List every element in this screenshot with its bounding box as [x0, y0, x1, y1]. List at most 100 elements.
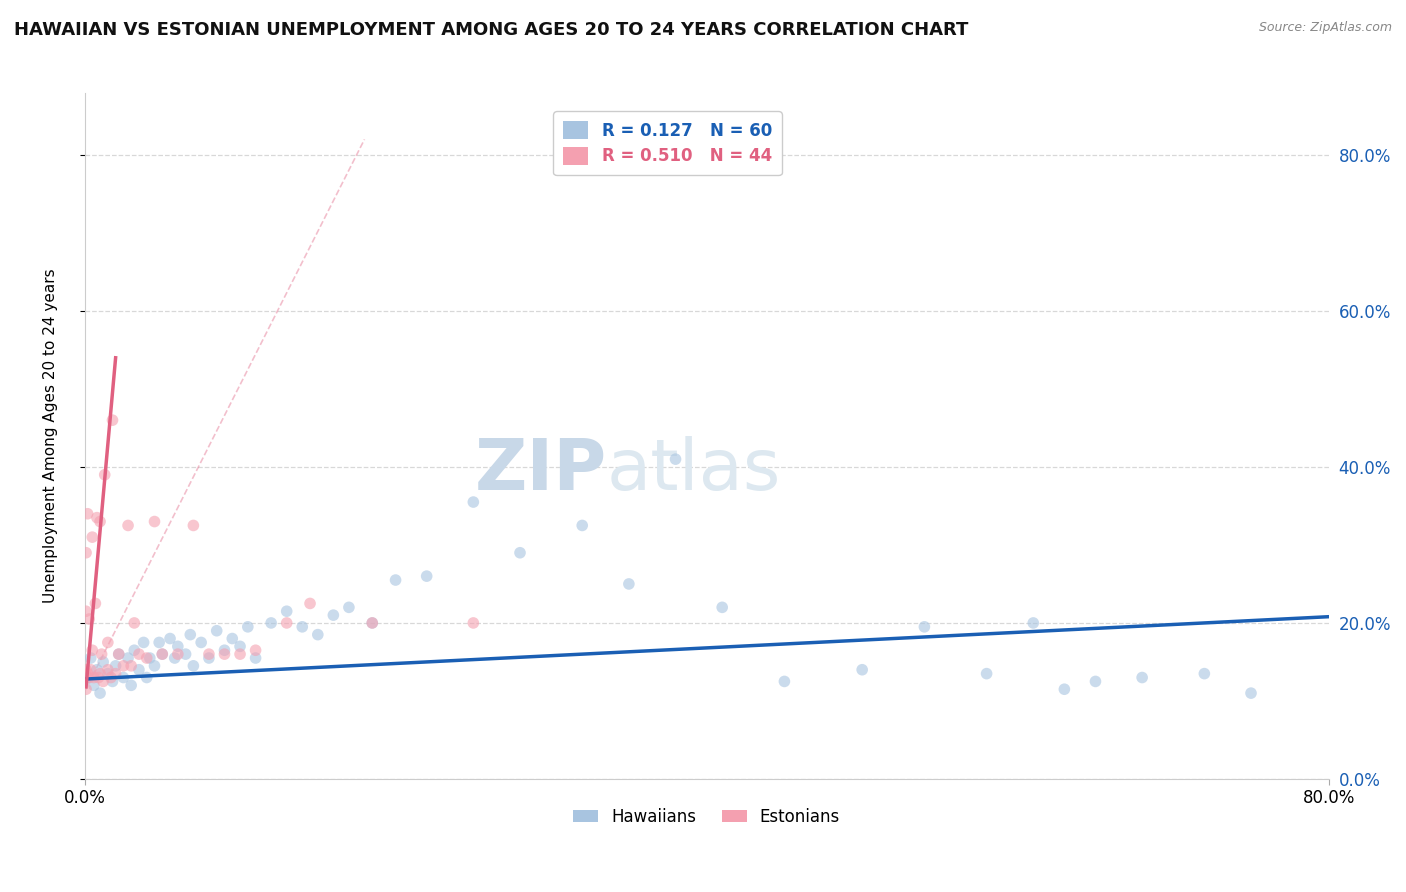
Point: [166, 647, 188, 661]
Text: HAWAIIAN VS ESTONIAN UNEMPLOYMENT AMONG AGES 20 TO 24 YEARS CORRELATION CHART: HAWAIIAN VS ESTONIAN UNEMPLOYMENT AMONG …: [14, 21, 969, 39]
Point: [150, 647, 173, 661]
Point: [163, 651, 186, 665]
Point: [245, 643, 267, 657]
Point: [104, 658, 127, 673]
Point: [75, 546, 97, 560]
Point: [89, 686, 111, 700]
Point: [75, 663, 97, 677]
Point: [976, 666, 998, 681]
Point: [214, 647, 236, 661]
Point: [773, 674, 796, 689]
Point: [132, 635, 155, 649]
Point: [107, 647, 129, 661]
Point: [617, 577, 640, 591]
Point: [1022, 615, 1045, 630]
Point: [190, 635, 212, 649]
Text: Source: ZipAtlas.com: Source: ZipAtlas.com: [1258, 21, 1392, 35]
Point: [135, 671, 157, 685]
Point: [299, 597, 322, 611]
Point: [711, 600, 734, 615]
Text: ZIP: ZIP: [475, 435, 607, 505]
Point: [851, 663, 873, 677]
Point: [83, 678, 105, 692]
Point: [100, 671, 122, 685]
Point: [87, 671, 110, 685]
Point: [75, 604, 97, 618]
Point: [107, 647, 129, 661]
Legend: Hawaiians, Estonians: Hawaiians, Estonians: [567, 801, 846, 832]
Point: [205, 624, 228, 638]
Point: [912, 620, 935, 634]
Point: [463, 615, 485, 630]
Point: [76, 666, 98, 681]
Point: [120, 678, 142, 692]
Point: [229, 640, 252, 654]
Point: [463, 495, 485, 509]
Point: [571, 518, 593, 533]
Point: [104, 666, 127, 681]
Point: [112, 658, 135, 673]
Point: [75, 682, 97, 697]
Point: [143, 515, 166, 529]
Point: [150, 647, 173, 661]
Point: [198, 647, 221, 661]
Point: [139, 651, 162, 665]
Point: [664, 452, 686, 467]
Point: [1130, 671, 1153, 685]
Point: [1053, 682, 1076, 697]
Point: [97, 635, 120, 649]
Point: [260, 615, 283, 630]
Point: [77, 671, 100, 685]
Point: [91, 655, 114, 669]
Point: [93, 467, 115, 482]
Point: [198, 651, 221, 665]
Point: [124, 643, 146, 657]
Point: [166, 640, 188, 654]
Point: [112, 671, 135, 685]
Point: [117, 651, 139, 665]
Point: [1240, 686, 1263, 700]
Point: [89, 515, 111, 529]
Point: [101, 413, 124, 427]
Point: [77, 612, 100, 626]
Point: [128, 647, 150, 661]
Point: [76, 671, 98, 685]
Point: [1194, 666, 1216, 681]
Point: [76, 507, 98, 521]
Point: [124, 615, 146, 630]
Point: [322, 608, 344, 623]
Point: [291, 620, 314, 634]
Point: [179, 627, 201, 641]
Point: [86, 663, 108, 677]
Point: [415, 569, 437, 583]
Point: [80, 651, 103, 665]
Point: [128, 663, 150, 677]
Point: [183, 518, 205, 533]
Point: [159, 632, 181, 646]
Point: [384, 573, 406, 587]
Point: [80, 663, 103, 677]
Point: [83, 671, 105, 685]
Point: [89, 666, 111, 681]
Point: [174, 647, 197, 661]
Point: [236, 620, 259, 634]
Point: [135, 651, 157, 665]
Point: [361, 615, 384, 630]
Point: [221, 632, 243, 646]
Point: [117, 518, 139, 533]
Point: [337, 600, 360, 615]
Point: [307, 627, 329, 641]
Text: atlas: atlas: [607, 435, 782, 505]
Point: [84, 597, 107, 611]
Point: [229, 647, 252, 661]
Point: [1084, 674, 1107, 689]
Point: [276, 604, 298, 618]
Point: [82, 530, 104, 544]
Point: [361, 615, 384, 630]
Point: [143, 658, 166, 673]
Point: [509, 546, 531, 560]
Point: [86, 510, 108, 524]
Point: [214, 643, 236, 657]
Point: [120, 658, 142, 673]
Point: [97, 663, 120, 677]
